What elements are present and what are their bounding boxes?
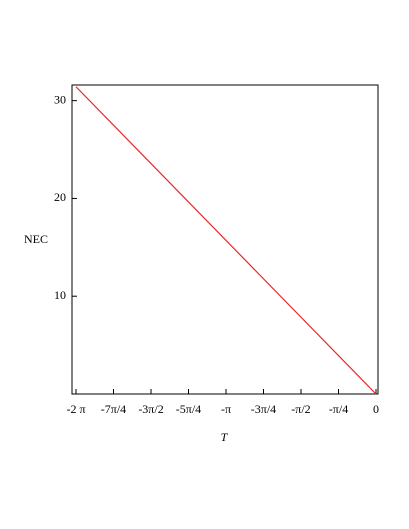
x-tick-label: -3π/4 [251, 402, 276, 416]
x-tick-label: -π/2 [291, 402, 310, 416]
x-axis-label: T [221, 430, 229, 444]
x-tick-label: -2 π [66, 402, 85, 416]
data-line [75, 86, 377, 395]
x-tick-label: 0 [373, 402, 379, 416]
x-tick-label: -3π/2 [138, 402, 163, 416]
x-tick-label: -π [221, 402, 231, 416]
x-tick-label: -π/4 [329, 402, 348, 416]
y-tick-label: 20 [54, 190, 66, 204]
x-tick-label: -5π/4 [176, 402, 201, 416]
x-tick-label: -7π/4 [101, 402, 126, 416]
y-tick-label: 10 [54, 288, 66, 302]
plot-frame [71, 84, 379, 395]
y-axis-label: NEC [24, 232, 48, 246]
y-tick-label: 30 [54, 92, 66, 106]
